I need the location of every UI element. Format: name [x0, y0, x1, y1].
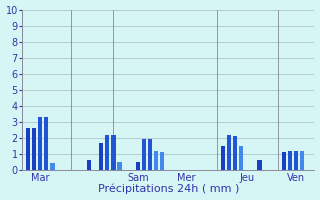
Bar — [227, 135, 231, 170]
Bar — [239, 146, 244, 170]
Bar — [154, 151, 158, 170]
Bar — [50, 163, 55, 170]
Bar — [142, 139, 146, 170]
Bar — [233, 136, 237, 170]
Bar — [111, 135, 116, 170]
Bar — [288, 151, 292, 170]
Bar — [258, 160, 262, 170]
Bar — [136, 162, 140, 170]
Bar — [87, 160, 91, 170]
Bar — [26, 128, 30, 170]
Bar — [148, 139, 152, 170]
Bar — [294, 151, 298, 170]
Bar — [160, 152, 164, 170]
Bar — [38, 117, 42, 170]
Bar — [44, 117, 48, 170]
Bar — [300, 151, 304, 170]
Bar — [282, 152, 286, 170]
Bar — [32, 128, 36, 170]
Bar — [105, 135, 109, 170]
Bar — [99, 143, 103, 170]
Bar — [117, 162, 122, 170]
X-axis label: Précipitations 24h ( mm ): Précipitations 24h ( mm ) — [98, 184, 239, 194]
Bar — [221, 146, 225, 170]
